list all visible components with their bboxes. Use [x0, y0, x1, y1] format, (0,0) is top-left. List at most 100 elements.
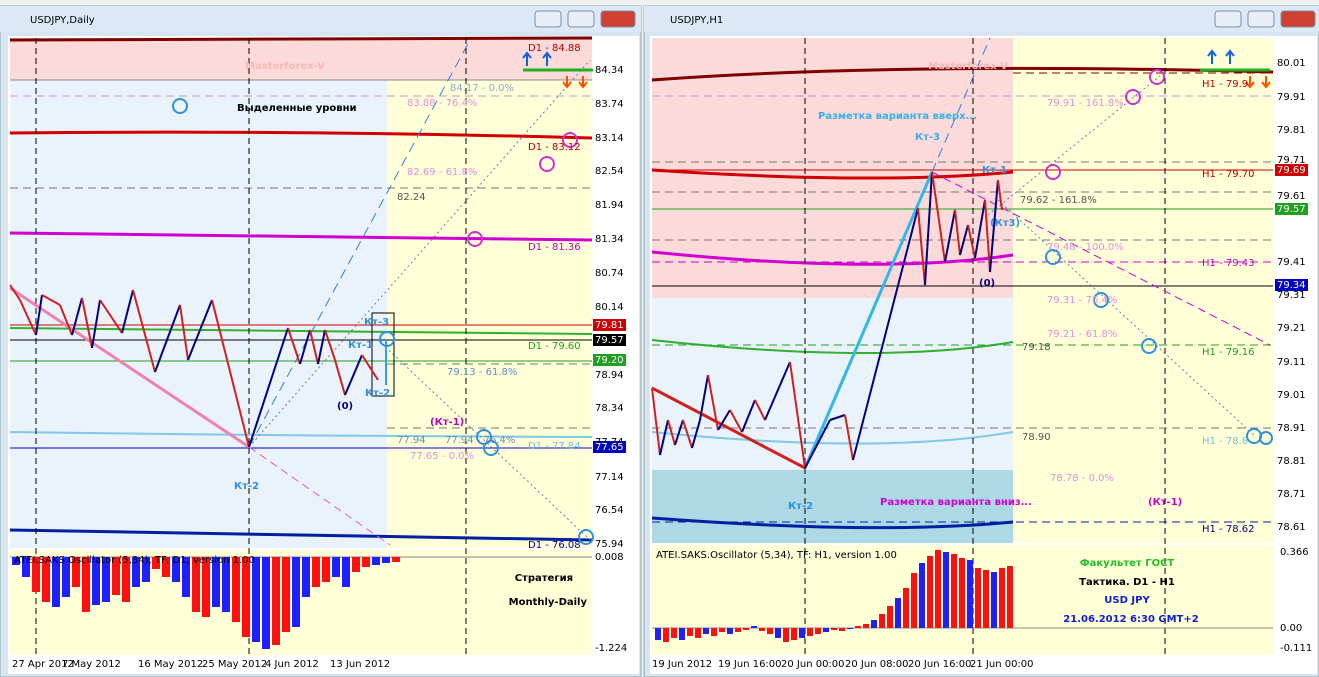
bg-pink: [10, 38, 592, 80]
annotation: 83.88 - 76.4%: [407, 98, 477, 109]
left-levels: [9, 36, 594, 655]
price-line: [299, 329, 311, 365]
bg-steel: [652, 470, 1013, 543]
price-label: 81.34: [595, 234, 624, 245]
price-label: 79.20: [595, 355, 624, 366]
price-line: [789, 361, 806, 469]
annotation: H1 - 79.16: [1202, 347, 1254, 358]
osc-bar: [332, 557, 340, 577]
osc-bar: [711, 628, 717, 636]
annotation: 79.62 - 161.8%: [1020, 195, 1097, 206]
osc-bar: [943, 552, 949, 628]
osc-label: -1.224: [595, 643, 627, 654]
osc-bar: [903, 588, 909, 628]
price-label: 79.81: [1277, 125, 1306, 136]
price-line: [121, 289, 134, 334]
osc-label: 0.366: [1280, 547, 1309, 558]
price-line: [967, 224, 976, 259]
price-label: 79.61: [1277, 191, 1306, 202]
price-label: 79.71: [1277, 155, 1306, 166]
price-line: [81, 297, 93, 349]
osc-bar: [703, 628, 709, 634]
price-label: 76.54: [595, 505, 624, 516]
osc-bar: [679, 628, 685, 640]
price-line: [19, 299, 37, 336]
osc-bar: [262, 557, 270, 649]
price-label: 78.81: [1277, 456, 1306, 467]
price-line: [324, 329, 336, 361]
annotation: Кт-1: [982, 165, 1007, 176]
osc-bar: [855, 626, 861, 628]
price-label: 80.14: [595, 302, 624, 313]
price-line: [111, 317, 123, 334]
signal-arrows: [522, 49, 1271, 89]
annotation: 79.31 - 76.4%: [1047, 295, 1117, 306]
osc-bar: [82, 557, 90, 612]
price-line: [844, 414, 854, 461]
osc-bar: [911, 573, 917, 628]
title-bar: [644, 6, 1319, 32]
window-buttons[interactable]: [534, 10, 1316, 28]
osc-bar: [727, 628, 733, 634]
osc-bar: [879, 614, 885, 628]
osc-bar: [991, 572, 997, 628]
price-line: [35, 294, 43, 336]
price-line: [974, 199, 986, 259]
price-label: 78.94: [595, 370, 624, 381]
osc-bar: [32, 557, 40, 592]
price-line: [954, 209, 961, 256]
annotation: D1 - 79.60: [528, 341, 581, 352]
price-line: [924, 171, 933, 286]
osc-bar: [152, 557, 160, 569]
annotation: Кт-1: [348, 340, 373, 351]
date-label: 4 Jun 2012: [265, 659, 319, 670]
bg-yellow: [387, 38, 592, 548]
price-line: [59, 304, 73, 336]
osc-bar: [162, 557, 170, 577]
annotation: (0): [337, 401, 353, 412]
osc-bar: [687, 628, 693, 636]
annotation: 78.78 - 0.0%: [1050, 473, 1114, 484]
osc-bar: [372, 557, 380, 565]
osc-bar: [102, 557, 110, 602]
bg-blue: [10, 38, 387, 548]
annotation: H1 - 78.8: [1202, 436, 1248, 447]
osc-label: 0.008: [595, 552, 624, 563]
annotation: H1 - 79.43: [1202, 258, 1254, 269]
osc-bar: [202, 557, 210, 617]
price-line: [674, 419, 684, 446]
note: Monthly-Daily: [509, 597, 588, 608]
annotation: D1 - 83.12: [528, 142, 581, 153]
osc-bar: [122, 557, 130, 602]
osc-bar: [735, 628, 741, 632]
osc-bar: [322, 557, 330, 582]
annotation: 79.13 - 61.8%: [447, 367, 517, 378]
osc-bar: [783, 628, 789, 642]
osc-bar: [362, 557, 370, 567]
osc-bar: [799, 628, 805, 638]
osc-bar: [759, 628, 765, 631]
annotation: D1 - 81.36: [528, 242, 581, 253]
price-line: [344, 354, 363, 396]
annotation: 77.65 - 0.0%: [410, 451, 474, 462]
price-label: 79.57: [1277, 204, 1306, 215]
price-line: [959, 224, 969, 256]
osc-bar: [751, 626, 757, 628]
price-line: [707, 374, 719, 431]
osc-bar: [919, 563, 925, 628]
osc-bar: [823, 628, 829, 632]
bg-yellow: [1013, 38, 1273, 543]
price-line: [309, 329, 319, 365]
osc-bar: [807, 628, 813, 636]
annotation: D1 - 77.84: [528, 441, 581, 452]
osc-bar: [382, 557, 390, 563]
bg-blue: [652, 298, 1013, 470]
osc-bar: [847, 628, 853, 629]
price-line: [154, 304, 181, 373]
price-line: [334, 359, 346, 396]
annotation: 82.69 - 61.8%: [407, 167, 477, 178]
osc-bar: [1007, 566, 1013, 628]
osc-bar: [671, 628, 677, 638]
price-line: [651, 387, 661, 456]
price-line: [764, 361, 791, 421]
